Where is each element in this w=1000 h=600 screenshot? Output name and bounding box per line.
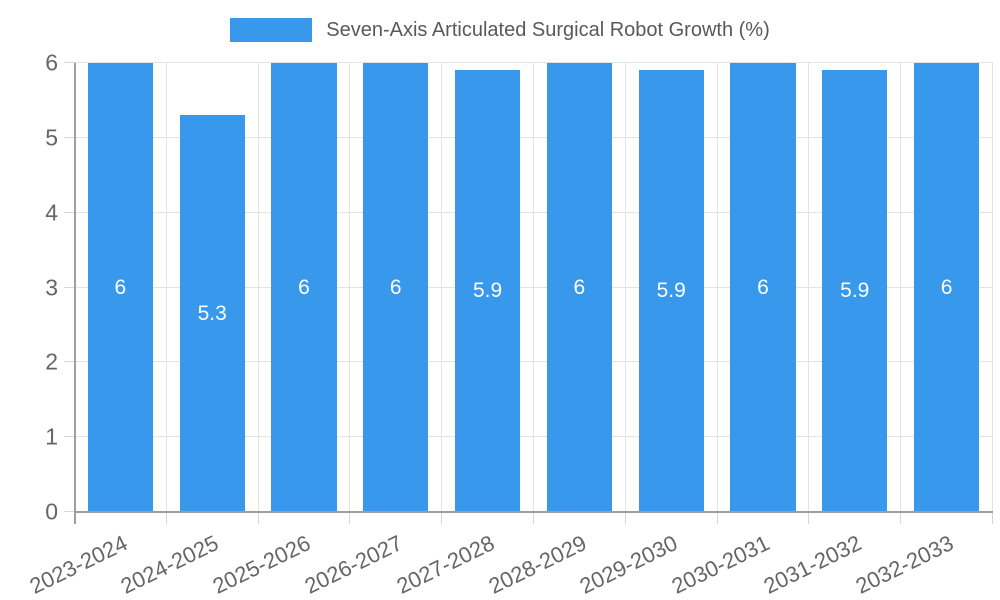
x-axis-tick [532, 512, 534, 524]
bar: 6 [363, 63, 429, 512]
bar: 6 [546, 63, 613, 512]
y-axis-tick [64, 286, 75, 288]
bar: 5.9 [454, 70, 521, 512]
category-cell: 6 [259, 63, 351, 524]
chart-title: Seven-Axis Articulated Surgical Robot Gr… [326, 18, 770, 41]
y-axis-line [74, 63, 76, 524]
bar: 6 [87, 63, 154, 512]
y-gridline [75, 136, 993, 138]
category-cell: 5.9 [809, 63, 902, 524]
y-axis-tick [64, 361, 75, 363]
x-tick-label: 2027-2028 [392, 530, 499, 599]
x-tick-label: 2028-2029 [484, 530, 590, 599]
x-axis-tick [808, 512, 810, 524]
legend-swatch [230, 18, 313, 42]
x-tick-label: 2029-2030 [576, 530, 682, 599]
chart-legend[interactable]: Seven-Axis Articulated Surgical Robot Gr… [0, 18, 1000, 42]
category-cell: 5.9 [442, 63, 534, 524]
y-gridline [75, 211, 993, 213]
bar-value-label: 6 [757, 275, 769, 299]
x-tick-label: 2026-2027 [300, 530, 407, 599]
x-tick-label: 2031-2032 [759, 530, 866, 599]
plot-area: 0 1 2 3 4 5 6 6 2023-2024 5.3 2024-2025 6 2025-2026 6… [25, 51, 993, 599]
bar-value-label: 6 [940, 275, 953, 299]
y-tick-label: 2 [45, 348, 58, 375]
x-axis-line [75, 511, 993, 513]
x-tick-label: 2024-2025 [117, 530, 223, 599]
bar: 6 [730, 63, 796, 512]
x-axis-tick [624, 512, 626, 524]
category-cell: 6 [534, 63, 626, 524]
y-axis-tick [64, 211, 75, 213]
y-gridline [75, 286, 993, 288]
x-axis-tick [441, 512, 443, 524]
category-cell: 6 [718, 63, 810, 524]
x-tick-label: 2032-2033 [851, 530, 958, 599]
y-gridline [75, 436, 993, 438]
x-axis-tick [900, 512, 902, 524]
category-cell: 5.3 [167, 63, 259, 524]
x-axis-tick [991, 512, 993, 524]
bar: 6 [271, 63, 337, 512]
y-axis-tick [64, 511, 75, 512]
x-axis-tick [716, 512, 718, 524]
y-tick-label: 5 [45, 124, 58, 151]
x-tick-label: 2025-2026 [209, 530, 315, 599]
category-cell: 6 [75, 63, 167, 524]
bar: 5.9 [822, 70, 888, 512]
x-tick-label: 2030-2031 [668, 530, 774, 599]
bar-value-label: 6 [114, 275, 127, 299]
y-axis-tick [64, 436, 75, 438]
y-tick-label: 1 [45, 423, 58, 450]
y-tick-label: 4 [45, 199, 58, 226]
bar-value-label: 5.9 [840, 279, 870, 303]
x-axis-tick [257, 512, 259, 524]
x-axis-tick [165, 512, 167, 524]
bar: 5.3 [179, 115, 245, 512]
bar-value-label: 6 [298, 275, 310, 299]
bar-value-label: 6 [573, 275, 586, 299]
bar-value-label: 5.3 [197, 301, 227, 325]
y-tick-label: 6 [45, 49, 58, 76]
bar-value-label: 6 [389, 275, 402, 299]
bar-value-label: 5.9 [656, 279, 686, 303]
x-axis-tick [349, 512, 351, 524]
category-cell: 6 [901, 63, 993, 524]
y-gridline [75, 361, 993, 363]
y-axis-tick [64, 62, 75, 63]
bar: 6 [913, 63, 980, 512]
y-tick-label: 3 [45, 274, 58, 300]
y-gridline [75, 62, 993, 63]
y-tick-label: 0 [45, 498, 58, 525]
category-cell: 5.9 [626, 63, 718, 524]
y-axis-tick [64, 136, 75, 138]
bar-value-label: 5.9 [472, 279, 503, 303]
bar: 5.9 [638, 70, 704, 512]
x-tick-label: 2023-2024 [25, 530, 131, 599]
category-cell: 6 [350, 63, 443, 524]
